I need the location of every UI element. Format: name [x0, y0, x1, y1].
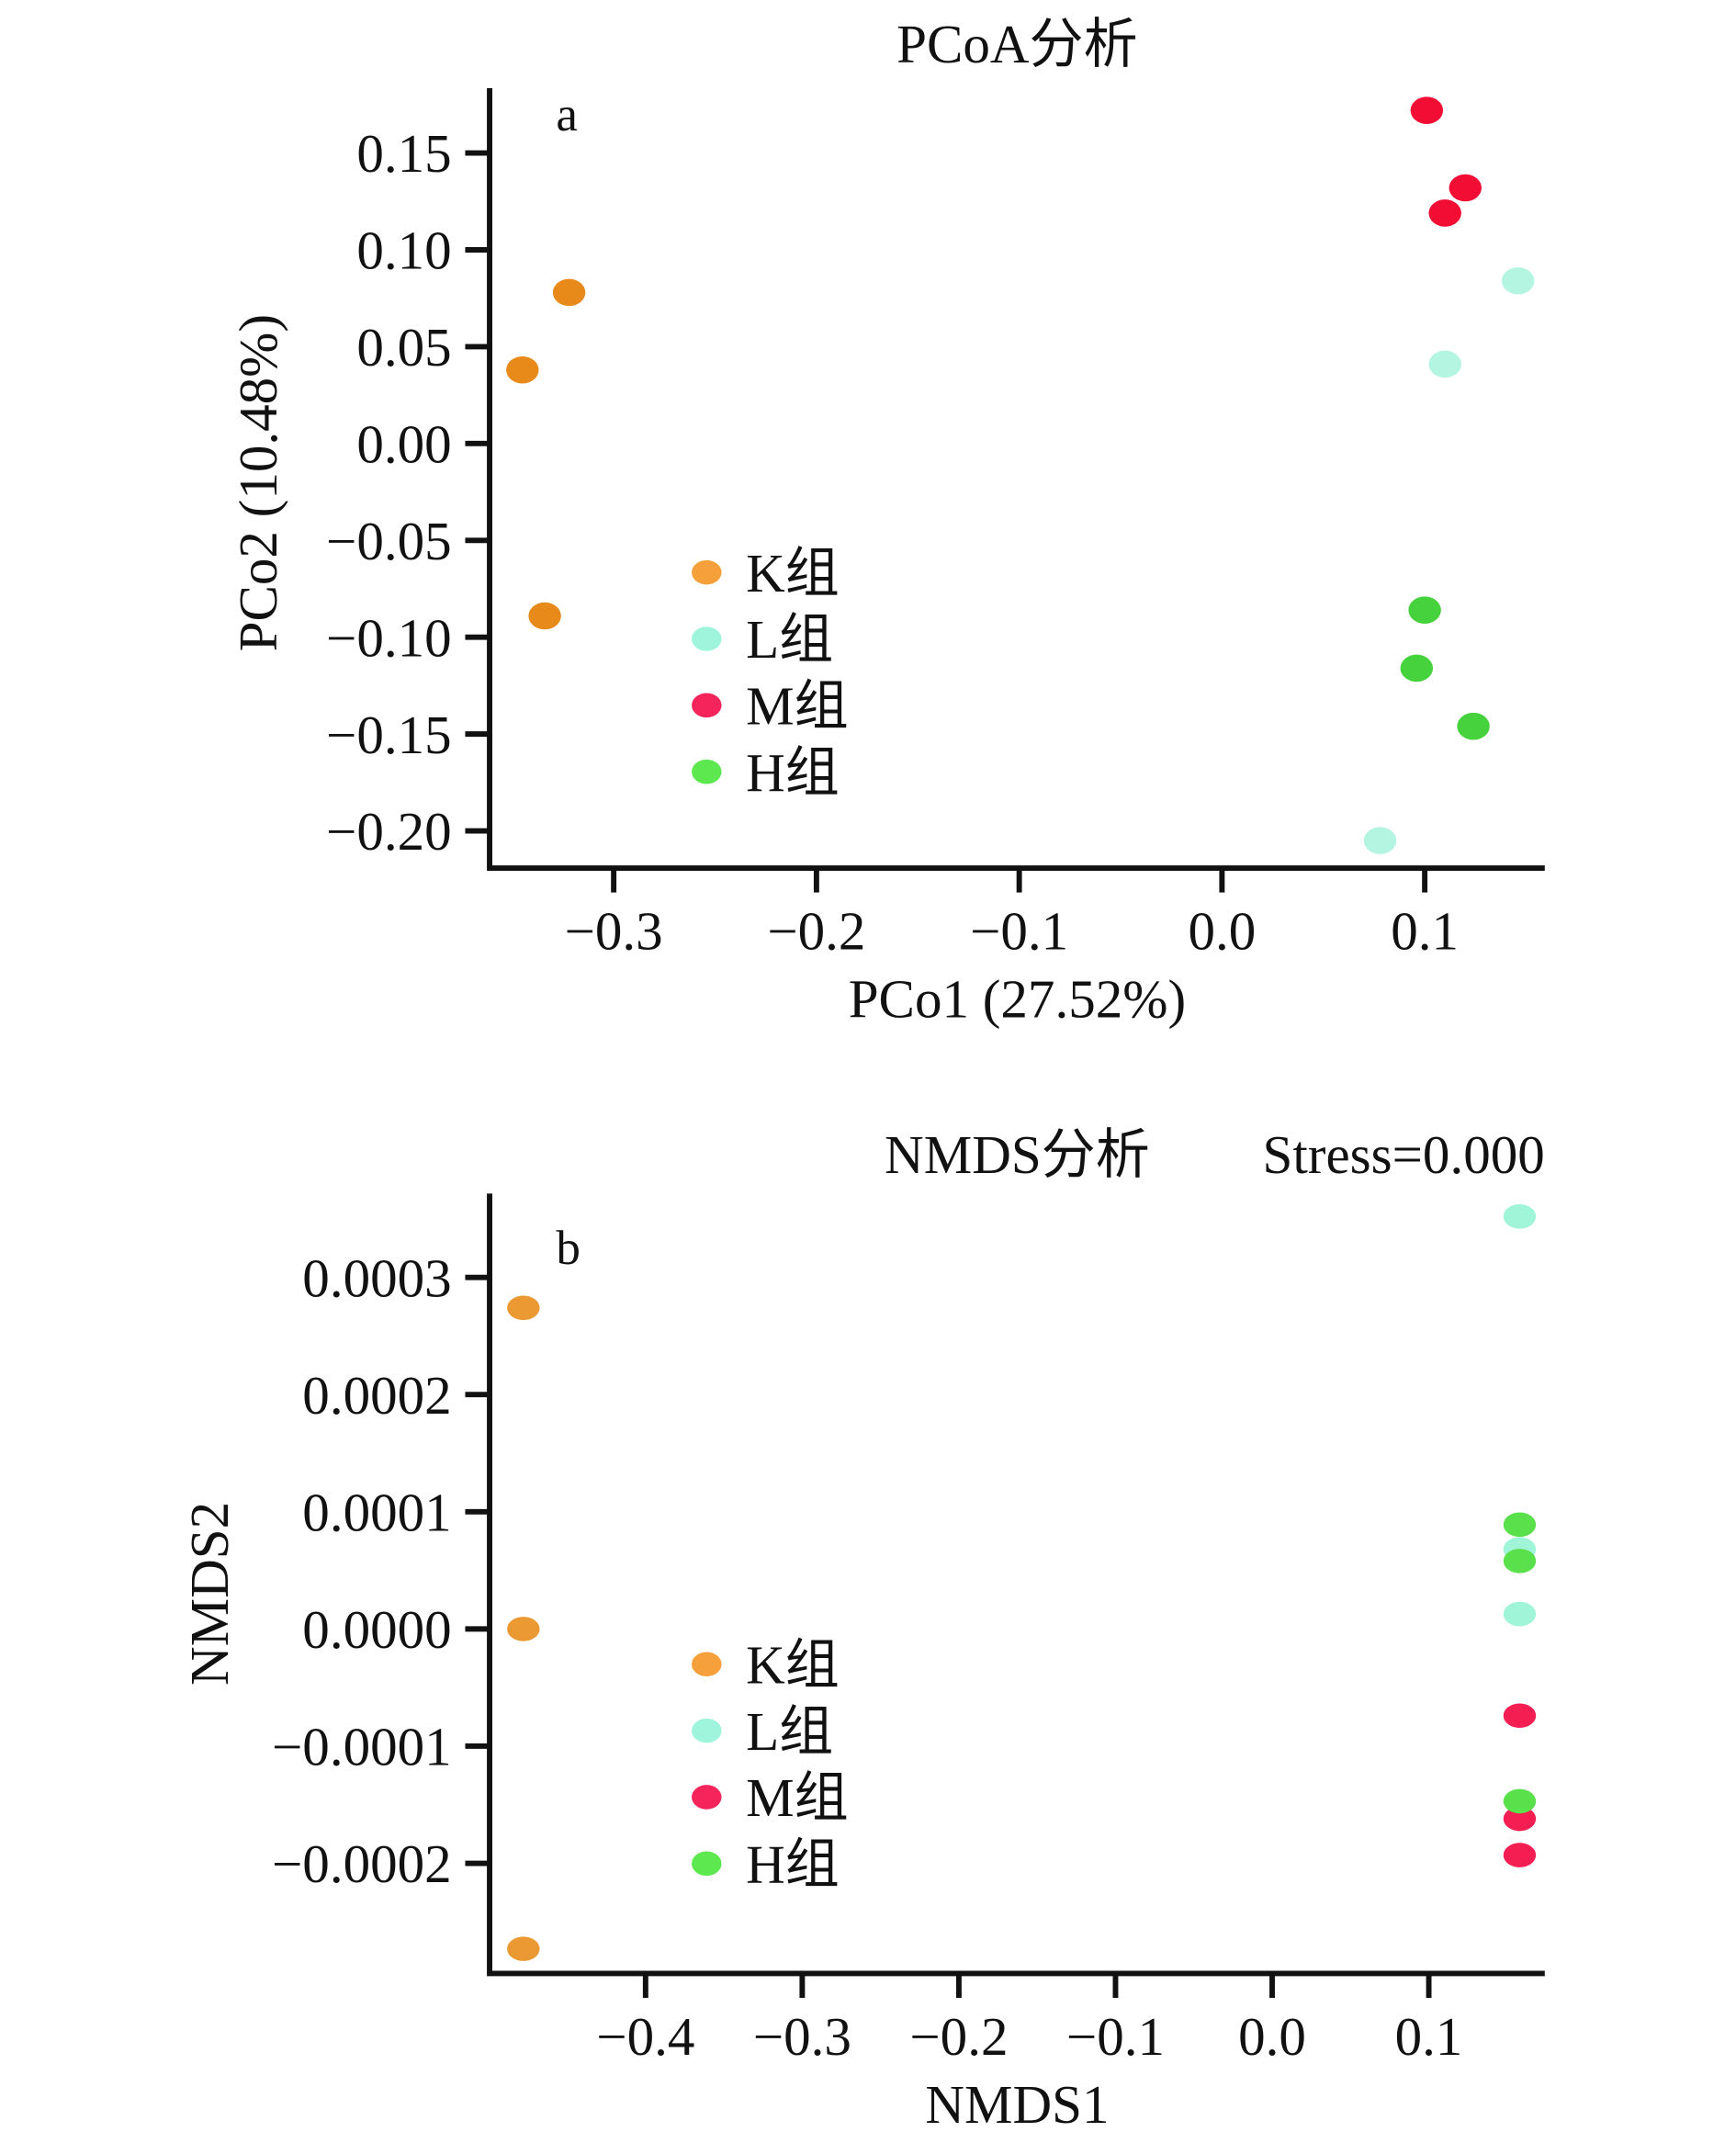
pcoa-y-tick-label: −0.10 [326, 607, 452, 668]
legend-marker-l [692, 1718, 722, 1743]
legend-marker-k [692, 559, 722, 585]
legend-marker-m [692, 1785, 722, 1810]
pcoa-y-tick-label: −0.20 [326, 801, 452, 862]
nmds-y-tick-label: 0.0002 [302, 1365, 451, 1426]
pcoa-point-m-group [1410, 96, 1444, 124]
nmds-x-tick-label: −0.1 [1066, 2006, 1165, 2067]
pcoa-panel: PCoA分析 a 0.15 0.10 0.05 0.00 −0.05 −0.10 −0.15… [228, 14, 1545, 1029]
legend-label-h: H组 [746, 742, 840, 803]
pcoa-x-tick-label: −0.3 [565, 901, 663, 962]
nmds-point-m-group [1503, 1843, 1537, 1867]
legend-marker-l [692, 626, 722, 651]
nmds-x-tick-label: −0.2 [909, 2006, 1008, 2067]
nmds-y-tick-label: 0.0000 [302, 1599, 451, 1660]
pcoa-title: PCoA分析 [896, 14, 1137, 74]
pcoa-x-tick-label: 0.1 [1391, 901, 1459, 962]
pcoa-point-l-group [1363, 827, 1397, 854]
pcoa-point-h-group [1457, 712, 1490, 740]
legend-marker-k [692, 1652, 722, 1677]
pcoa-y-axis-label: PCo2 (10.48%) [228, 314, 288, 651]
nmds-x-tick-label: −0.4 [596, 2006, 694, 2067]
pcoa-x-tick-label: 0.0 [1188, 901, 1256, 962]
nmds-axes [487, 1193, 1545, 1977]
pcoa-point-l-group [1501, 266, 1535, 295]
nmds-y-ticks: 0.0003 0.0002 0.0001 0.0000 −0.0001 −0.0002 [272, 1247, 490, 1894]
nmds-title: NMDS分析 [885, 1124, 1150, 1185]
legend-label-m: M组 [746, 1767, 849, 1828]
legend-marker-h [692, 1851, 722, 1877]
nmds-panel: NMDS分析 Stress=0.000 b 0.0003 0.0002 0.0001… [179, 1124, 1545, 2135]
legend-marker-m [692, 693, 722, 718]
nmds-point-k-group [507, 1295, 540, 1321]
pcoa-y-tick-label: 0.00 [356, 414, 451, 475]
nmds-point-m-group [1503, 1703, 1537, 1729]
pcoa-y-tick-label: 0.05 [356, 317, 451, 378]
nmds-y-tick-label: 0.0001 [302, 1482, 451, 1542]
pcoa-y-tick-label: 0.15 [356, 123, 451, 184]
nmds-stress-label: Stress=0.000 [1263, 1124, 1545, 1185]
nmds-point-l-group [1503, 1204, 1537, 1229]
nmds-y-axis-label: NMDS2 [179, 1502, 240, 1686]
nmds-y-tick-label: 0.0003 [302, 1247, 451, 1308]
pcoa-axes [487, 87, 1545, 871]
legend-label-m: M组 [746, 676, 849, 737]
legend-marker-h [692, 759, 722, 784]
pcoa-point-k-group [552, 278, 586, 307]
pcoa-point-m-group [1428, 199, 1461, 227]
pcoa-point-m-group [1449, 174, 1482, 202]
nmds-y-tick-label: −0.0001 [272, 1717, 452, 1777]
pcoa-x-tick-label: −0.1 [970, 901, 1068, 962]
legend-label-k: K组 [746, 1634, 840, 1695]
nmds-point-h-group [1503, 1788, 1537, 1814]
pcoa-point-k-group [528, 602, 561, 630]
nmds-point-h-group [1503, 1512, 1537, 1538]
nmds-point-l-group [1503, 1601, 1537, 1627]
panel-letter-a: a [556, 88, 578, 141]
pcoa-point-h-group [1400, 654, 1434, 682]
nmds-x-ticks: −0.4 −0.3 −0.2 −0.1 0.0 0.1 [596, 1973, 1462, 2067]
nmds-point-m-group [1503, 1806, 1537, 1832]
pcoa-y-tick-label: −0.05 [326, 511, 452, 571]
nmds-x-tick-label: −0.3 [753, 2006, 851, 2067]
legend-label-k: K组 [746, 543, 840, 603]
pcoa-y-ticks: 0.15 0.10 0.05 0.00 −0.05 −0.10 −0.15 −0.20 [326, 123, 490, 862]
pcoa-point-k-group [506, 355, 539, 384]
nmds-x-tick-label: 0.0 [1238, 2006, 1306, 2067]
nmds-points [507, 1204, 1537, 1961]
legend-label-l: L组 [746, 1701, 833, 1762]
pcoa-x-ticks: −0.3 −0.2 −0.1 0.0 0.1 [565, 868, 1459, 962]
nmds-x-axis-label: NMDS1 [925, 2074, 1109, 2135]
nmds-point-h-group [1503, 1549, 1537, 1573]
pcoa-points [506, 96, 1535, 854]
legend-label-h: H组 [746, 1833, 840, 1894]
pcoa-point-l-group [1428, 350, 1461, 378]
nmds-x-tick-label: 0.1 [1395, 2006, 1463, 2067]
pcoa-x-axis-label: PCo1 (27.52%) [849, 968, 1186, 1029]
panel-letter-b: b [556, 1222, 581, 1275]
pcoa-x-tick-label: −0.2 [767, 901, 865, 962]
pcoa-y-tick-label: −0.15 [326, 705, 452, 765]
pcoa-point-h-group [1408, 596, 1441, 624]
nmds-point-k-group [507, 1617, 540, 1641]
nmds-y-tick-label: −0.0002 [272, 1833, 452, 1894]
legend-label-l: L组 [746, 609, 833, 670]
nmds-point-k-group [507, 1936, 540, 1961]
pcoa-y-tick-label: 0.10 [356, 220, 451, 281]
